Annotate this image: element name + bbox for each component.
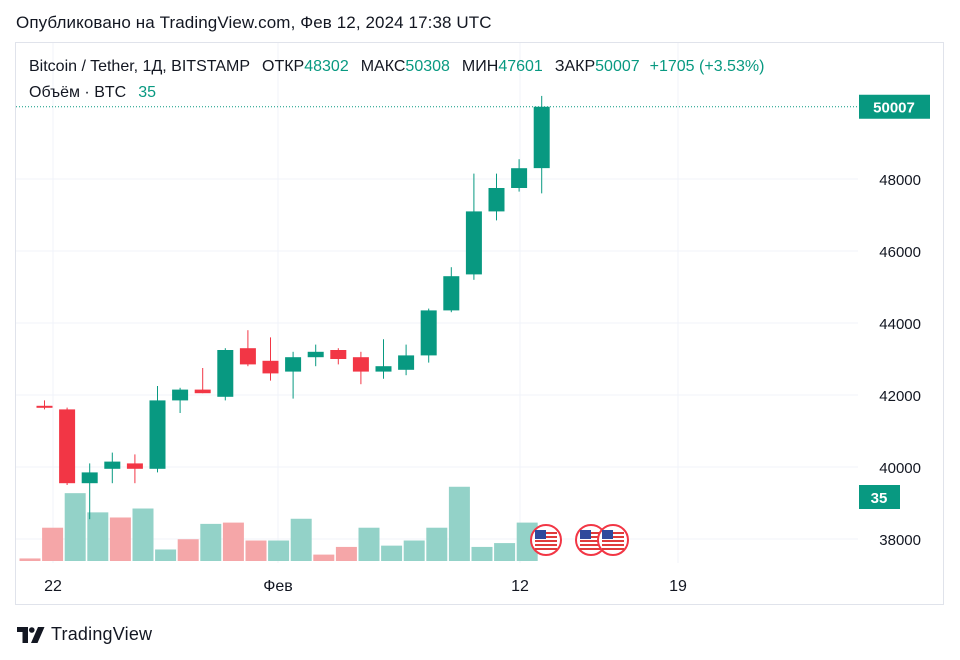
candle-body[interactable] <box>149 400 166 469</box>
volume-bar <box>494 543 516 561</box>
volume-bar <box>222 522 244 561</box>
y-tick-label: 38000 <box>879 532 921 549</box>
candle-body[interactable] <box>126 463 143 469</box>
x-tick-label: 19 <box>669 578 687 595</box>
volume-bar <box>448 486 470 561</box>
us-event-flag-icon[interactable] <box>597 524 629 556</box>
candle-body[interactable] <box>465 211 482 275</box>
volume-bar <box>471 546 493 561</box>
volume-bar <box>381 545 403 561</box>
candle-body[interactable] <box>488 188 505 212</box>
high-label: МАКС <box>360 58 406 75</box>
volume-label[interactable]: Объём · BTC <box>29 84 127 101</box>
candle-body[interactable] <box>420 310 437 356</box>
low-label: МИН <box>461 58 499 75</box>
volume-bar <box>87 512 109 561</box>
candle-body[interactable] <box>533 106 550 169</box>
candle-body[interactable] <box>217 350 234 397</box>
volume-value: 35 <box>138 84 156 101</box>
volume-bar <box>290 518 312 561</box>
candle-body[interactable] <box>511 168 528 188</box>
tradingview-logo-icon <box>17 626 45 643</box>
volume-value-box <box>859 485 900 509</box>
published-caption: Опубликовано на TradingView.com, Фев 12,… <box>16 13 492 32</box>
low-value: 47601 <box>498 58 543 75</box>
y-tick-label: 48000 <box>879 172 921 189</box>
candle-body[interactable] <box>239 348 256 365</box>
volume-bar <box>132 508 154 561</box>
volume-bar <box>313 554 335 561</box>
ohlc-legend: Bitcoin / Tether, 1Д, BITSTAMP ОТКР 48302… <box>29 58 764 76</box>
volume-bar <box>403 540 425 561</box>
volume-legend: Объём · BTC 35 <box>29 84 156 102</box>
volume-bar <box>19 558 41 561</box>
high-value: 50308 <box>405 58 450 75</box>
y-tick-label: 42000 <box>879 388 921 405</box>
open-label: ОТКР <box>262 58 305 75</box>
candle-body[interactable] <box>285 357 302 372</box>
x-tick-label: 12 <box>511 578 529 595</box>
y-tick-label: 44000 <box>879 316 921 333</box>
candle-body[interactable] <box>375 366 392 372</box>
candle-body[interactable] <box>104 461 121 469</box>
volume-bar <box>42 527 64 561</box>
candle-body[interactable] <box>194 389 211 394</box>
volume-bar <box>335 546 357 561</box>
candle-body[interactable] <box>307 351 324 358</box>
volume-bar <box>268 540 290 561</box>
volume-bar <box>177 539 199 561</box>
candle-body[interactable] <box>330 350 347 359</box>
change-value: +1705 (+3.53%) <box>649 58 765 75</box>
volume-bar <box>426 527 448 561</box>
last-price-label: 50007 <box>873 100 915 117</box>
candle-body[interactable] <box>172 389 189 401</box>
candle-body[interactable] <box>36 405 53 408</box>
symbol-title[interactable]: Bitcoin / Tether, 1Д, BITSTAMP <box>29 58 250 75</box>
volume-bar <box>109 517 131 561</box>
chart-container[interactable]: 38000 40000 42000 44000 46000 48000 50007 35 22 Ф… <box>15 42 944 605</box>
y-tick-label: 40000 <box>879 460 921 477</box>
us-event-flag-icon[interactable] <box>530 524 562 556</box>
x-tick-label: Фев <box>263 578 293 595</box>
candle-body[interactable] <box>262 360 279 374</box>
tradingview-logo[interactable]: TradingView <box>17 624 152 645</box>
volume-bar <box>64 493 86 561</box>
candle-body[interactable] <box>352 357 369 372</box>
volume-value-label: 35 <box>871 490 888 507</box>
candle-body[interactable] <box>59 409 76 484</box>
last-price-box <box>859 94 930 119</box>
candle-body[interactable] <box>81 472 98 484</box>
candle-body[interactable] <box>443 276 460 311</box>
y-tick-label: 46000 <box>879 244 921 261</box>
brand-name: TradingView <box>51 624 153 644</box>
volume-bar <box>245 540 267 561</box>
volume-bar <box>200 523 222 561</box>
close-value: 50007 <box>595 58 640 75</box>
x-tick-label: 22 <box>44 578 62 595</box>
close-label: ЗАКР <box>554 58 596 75</box>
candle-body[interactable] <box>398 355 415 370</box>
price-chart[interactable]: 38000 40000 42000 44000 46000 48000 50007 35 22 Ф… <box>16 43 943 604</box>
open-value: 48302 <box>304 58 349 75</box>
volume-bar <box>358 527 380 561</box>
volume-bar <box>155 549 177 561</box>
